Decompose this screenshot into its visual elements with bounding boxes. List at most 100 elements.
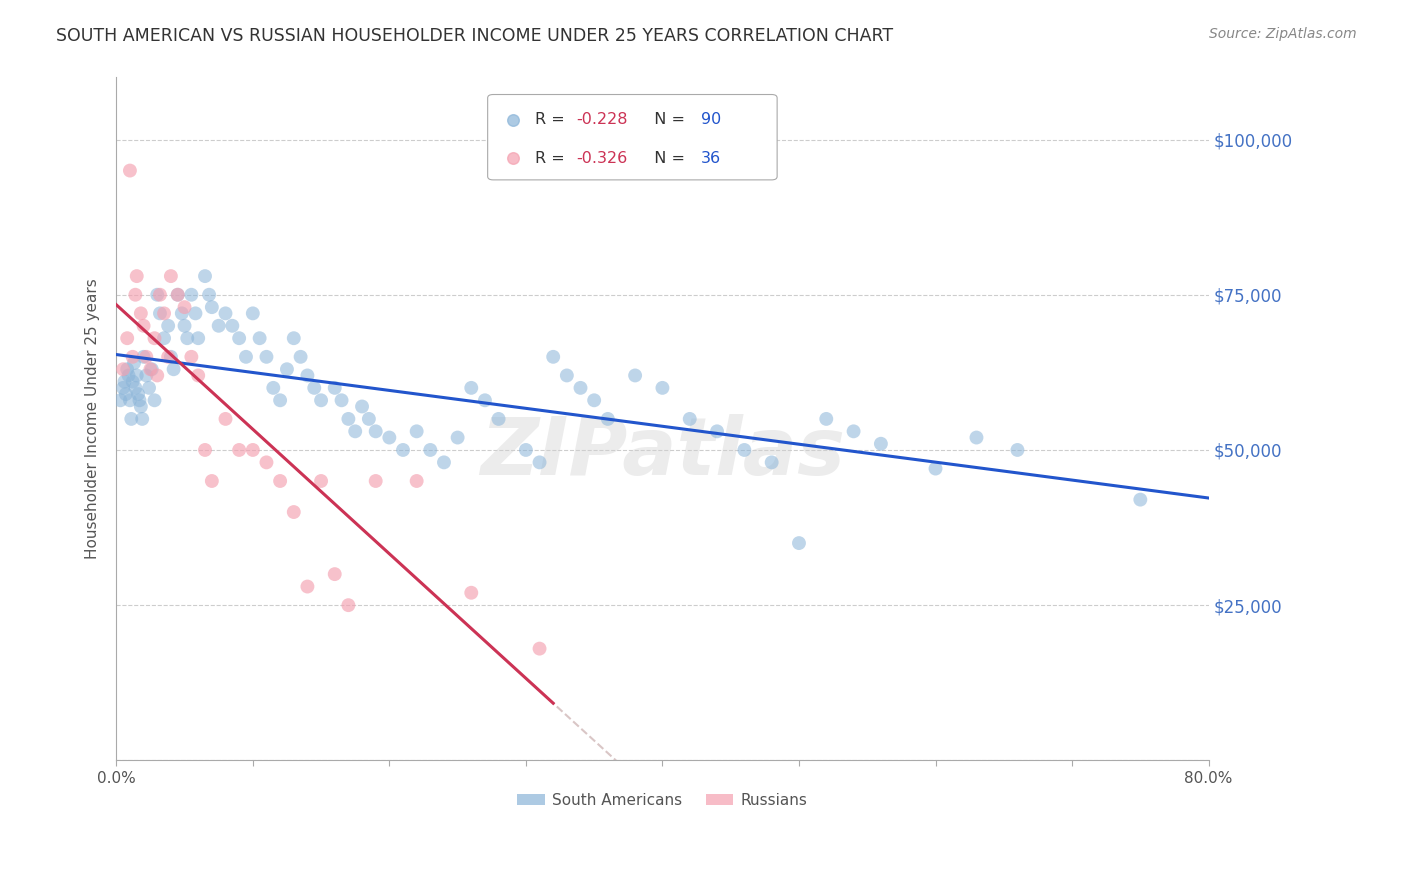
Point <box>242 306 264 320</box>
Text: Source: ZipAtlas.com: Source: ZipAtlas.com <box>1209 27 1357 41</box>
Point <box>966 431 988 445</box>
Point <box>125 269 148 284</box>
Point <box>143 331 166 345</box>
Point <box>283 331 305 345</box>
Point <box>141 362 163 376</box>
Point <box>214 306 236 320</box>
Text: -0.228: -0.228 <box>576 112 627 128</box>
Point <box>679 412 702 426</box>
Point <box>160 269 183 284</box>
Point <box>419 442 441 457</box>
Point <box>201 300 224 314</box>
Point <box>761 455 783 469</box>
Point <box>541 350 564 364</box>
Point <box>170 306 193 320</box>
Point <box>870 436 893 450</box>
Point <box>110 393 132 408</box>
Point <box>600 753 623 767</box>
Point <box>162 362 184 376</box>
FancyBboxPatch shape <box>488 95 778 180</box>
Point <box>149 306 172 320</box>
Point <box>166 287 188 301</box>
Point <box>129 400 152 414</box>
Point <box>180 350 202 364</box>
Point <box>228 442 250 457</box>
Point <box>446 431 468 445</box>
Point <box>135 368 157 383</box>
Point <box>153 306 176 320</box>
Point <box>242 442 264 457</box>
Point <box>269 393 291 408</box>
Point <box>344 425 367 439</box>
Point <box>112 362 135 376</box>
Point <box>194 269 217 284</box>
Point <box>235 350 257 364</box>
Point <box>132 350 155 364</box>
Point <box>228 331 250 345</box>
Point <box>460 381 482 395</box>
Point <box>198 287 221 301</box>
Point <box>128 393 150 408</box>
Point <box>149 287 172 301</box>
Point <box>392 442 415 457</box>
Point <box>118 393 141 408</box>
Point <box>120 412 142 426</box>
Point <box>173 318 195 333</box>
Point <box>184 306 207 320</box>
Point <box>166 287 188 301</box>
Point <box>115 331 138 345</box>
Point <box>583 393 606 408</box>
Point <box>600 753 623 767</box>
Point <box>201 474 224 488</box>
Point <box>304 381 326 395</box>
Point <box>153 331 176 345</box>
Point <box>405 474 427 488</box>
Point <box>350 400 373 414</box>
Point <box>337 598 360 612</box>
Point <box>733 442 755 457</box>
Point <box>555 368 578 383</box>
Point <box>256 455 278 469</box>
Point <box>131 412 153 426</box>
Point <box>124 381 146 395</box>
Point <box>323 567 346 582</box>
Point <box>706 425 728 439</box>
Point <box>221 318 243 333</box>
Point <box>194 442 217 457</box>
Point <box>187 331 209 345</box>
Point <box>125 368 148 383</box>
Text: 90: 90 <box>700 112 721 128</box>
Text: R =: R = <box>534 112 569 128</box>
Point <box>309 474 332 488</box>
Point <box>330 393 353 408</box>
Point <box>146 287 169 301</box>
Point <box>118 163 141 178</box>
Point <box>135 350 157 364</box>
Text: ZIPatlas: ZIPatlas <box>479 414 845 492</box>
Point <box>160 350 183 364</box>
Point <box>114 375 136 389</box>
Point <box>176 331 198 345</box>
Point <box>157 350 180 364</box>
Point <box>337 412 360 426</box>
Point <box>405 425 427 439</box>
Point <box>114 387 136 401</box>
Text: SOUTH AMERICAN VS RUSSIAN HOUSEHOLDER INCOME UNDER 25 YEARS CORRELATION CHART: SOUTH AMERICAN VS RUSSIAN HOUSEHOLDER IN… <box>56 27 893 45</box>
Point <box>187 368 209 383</box>
Point <box>1007 442 1029 457</box>
Point <box>378 431 401 445</box>
Point <box>173 300 195 314</box>
Point <box>262 381 284 395</box>
Point <box>624 368 647 383</box>
Point <box>924 461 946 475</box>
Point <box>787 536 810 550</box>
Point <box>309 393 332 408</box>
Point <box>297 368 319 383</box>
Point <box>651 381 673 395</box>
Point <box>474 393 496 408</box>
Point <box>115 362 138 376</box>
Point <box>122 356 145 370</box>
Text: N =: N = <box>644 112 690 128</box>
Y-axis label: Householder Income Under 25 years: Householder Income Under 25 years <box>86 278 100 559</box>
Point <box>256 350 278 364</box>
